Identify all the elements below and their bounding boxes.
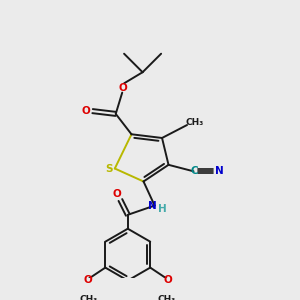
Text: O: O: [112, 190, 121, 200]
Text: N: N: [148, 202, 157, 212]
Text: CH₃: CH₃: [158, 295, 176, 300]
Text: O: O: [119, 83, 128, 93]
Text: N: N: [215, 166, 224, 176]
Text: O: O: [82, 106, 91, 116]
Text: CH₃: CH₃: [185, 118, 204, 127]
Text: O: O: [83, 274, 92, 285]
Text: H: H: [158, 204, 167, 214]
Text: S: S: [106, 164, 113, 173]
Text: CH₃: CH₃: [80, 295, 98, 300]
Text: C: C: [190, 166, 198, 176]
Text: O: O: [164, 274, 172, 285]
